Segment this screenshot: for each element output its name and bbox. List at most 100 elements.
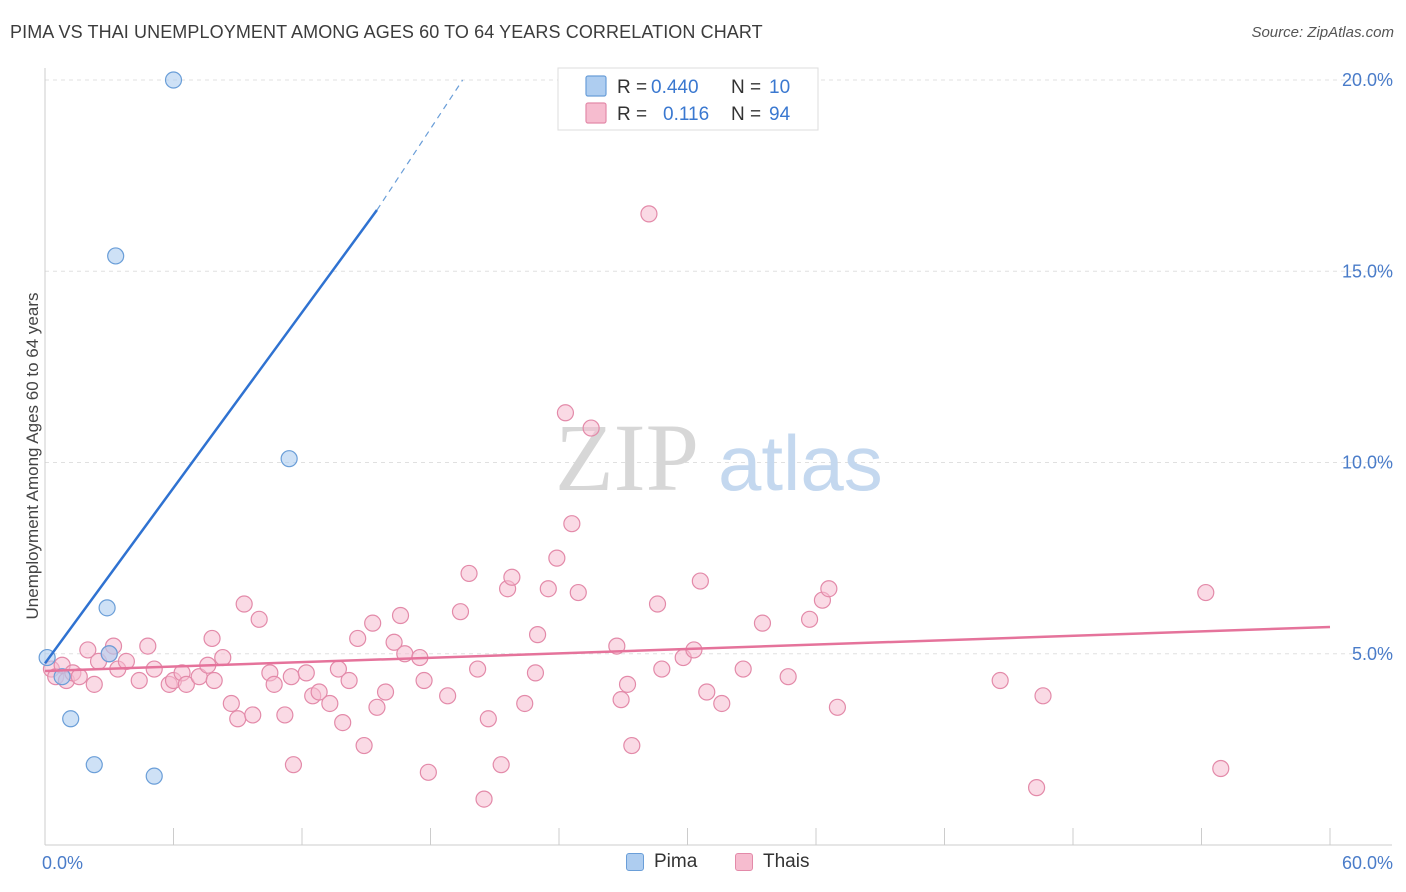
thai-point <box>85 675 103 693</box>
thai-point <box>734 660 752 678</box>
thai-point <box>648 595 667 613</box>
thai-point <box>1197 583 1215 602</box>
source-label: Source: ZipAtlas.com <box>1251 24 1394 41</box>
legend-swatch-pima <box>585 75 607 97</box>
x-tick-label-max: 60.0% <box>1342 853 1393 873</box>
thai-point <box>415 671 433 690</box>
thai-point <box>1212 759 1230 778</box>
y-tick-label: 20.0% <box>1342 70 1393 90</box>
legend-swatch-thai <box>585 102 607 124</box>
thai-point <box>475 790 493 808</box>
thai-point <box>528 626 547 644</box>
thai-point <box>460 564 478 583</box>
legend-n-label-pima: N = <box>731 77 761 98</box>
thai-point <box>820 580 838 598</box>
thai-point <box>779 668 797 686</box>
thai-point <box>548 549 566 567</box>
legend-r-value-pima: 0.440 <box>651 77 699 98</box>
legend-r-label-thai: R = <box>617 104 647 125</box>
pima-trend-line <box>43 209 378 665</box>
thai-point <box>419 763 437 781</box>
pima-point <box>85 756 103 774</box>
thai-point <box>391 606 410 625</box>
watermark-atlas: atlas <box>718 419 883 507</box>
watermark-zip: ZIP <box>555 404 699 511</box>
thai-point <box>618 675 637 693</box>
thai-point <box>321 694 339 713</box>
thai-point <box>235 595 253 613</box>
bottom-legend-pima-label: Pima <box>654 851 698 872</box>
thai-point <box>526 664 545 682</box>
thai-point <box>310 683 328 701</box>
pima-swatch <box>626 853 644 871</box>
bottom-legend-thais-label: Thais <box>763 851 810 872</box>
thai-point <box>229 710 247 728</box>
thai-point <box>222 694 240 713</box>
bottom-legend: Pima Thais <box>0 851 1406 879</box>
thai-point <box>177 675 195 693</box>
thai-point <box>349 629 367 648</box>
thai-point <box>439 687 457 705</box>
y-tick-label: 10.0% <box>1342 453 1393 473</box>
legend: R = 0.440 N = 10 R = 0.116 N = 94 <box>557 67 819 131</box>
thai-point <box>503 568 521 586</box>
thai-point <box>563 515 581 533</box>
grid-lines <box>45 79 1392 655</box>
pima-point <box>98 599 116 617</box>
thai-points <box>42 205 1230 808</box>
thai-point <box>713 694 731 713</box>
pima-point <box>100 645 118 663</box>
thai-point <box>276 706 294 724</box>
pima-points <box>38 71 298 785</box>
thai-point <box>205 671 223 690</box>
thai-point <box>753 614 772 632</box>
thai-point <box>653 660 671 678</box>
thai-point <box>145 660 163 678</box>
thai-point <box>376 683 395 701</box>
thai-point <box>612 691 630 709</box>
thai-point <box>451 603 470 621</box>
thai-point <box>385 633 403 651</box>
thai-point <box>297 664 315 682</box>
thai-point <box>250 610 268 628</box>
thai-point <box>492 756 510 774</box>
thai-point <box>479 710 497 728</box>
thai-point <box>1034 687 1052 705</box>
axes <box>44 68 1392 846</box>
pima-point <box>107 247 125 265</box>
legend-n-value-pima: 10 <box>769 77 790 98</box>
y-axis-label: Unemployment Among Ages 60 to 64 years <box>23 293 42 620</box>
x-tick-label-min: 0.0% <box>42 853 83 873</box>
pima-point <box>145 767 163 785</box>
pima-point <box>53 668 71 686</box>
thai-point <box>469 660 487 678</box>
chart-title: PIMA VS THAI UNEMPLOYMENT AMONG AGES 60 … <box>10 22 763 42</box>
thai-point <box>828 698 847 716</box>
legend-r-label-pima: R = <box>617 77 647 98</box>
legend-n-label-thai: N = <box>731 104 761 125</box>
thai-point <box>203 629 221 648</box>
legend-n-value-thai: 94 <box>769 104 791 125</box>
thai-point <box>282 668 300 686</box>
y-tick-label: 5.0% <box>1352 644 1393 664</box>
thai-point <box>340 671 358 690</box>
thai-point <box>556 404 575 422</box>
thai-point <box>1027 779 1046 797</box>
pima-point <box>62 710 80 728</box>
thai-point <box>355 736 373 755</box>
pima-trend-extension <box>376 79 464 211</box>
thai-point <box>214 648 232 667</box>
thai-point <box>79 641 97 659</box>
bottom-legend-thais: Thais <box>735 851 809 873</box>
legend-r-value-thai: 0.116 <box>663 104 709 125</box>
y-tick-label: 15.0% <box>1342 261 1393 281</box>
thai-point <box>582 419 600 437</box>
thai-point <box>368 698 386 716</box>
thai-point <box>640 205 658 223</box>
thai-point <box>265 675 283 693</box>
thais-swatch <box>735 853 753 871</box>
thai-point <box>800 610 819 628</box>
thai-point <box>130 671 148 690</box>
tick-labels: 5.0% 10.0% 15.0% 20.0% 0.0% 60.0% <box>42 70 1393 873</box>
